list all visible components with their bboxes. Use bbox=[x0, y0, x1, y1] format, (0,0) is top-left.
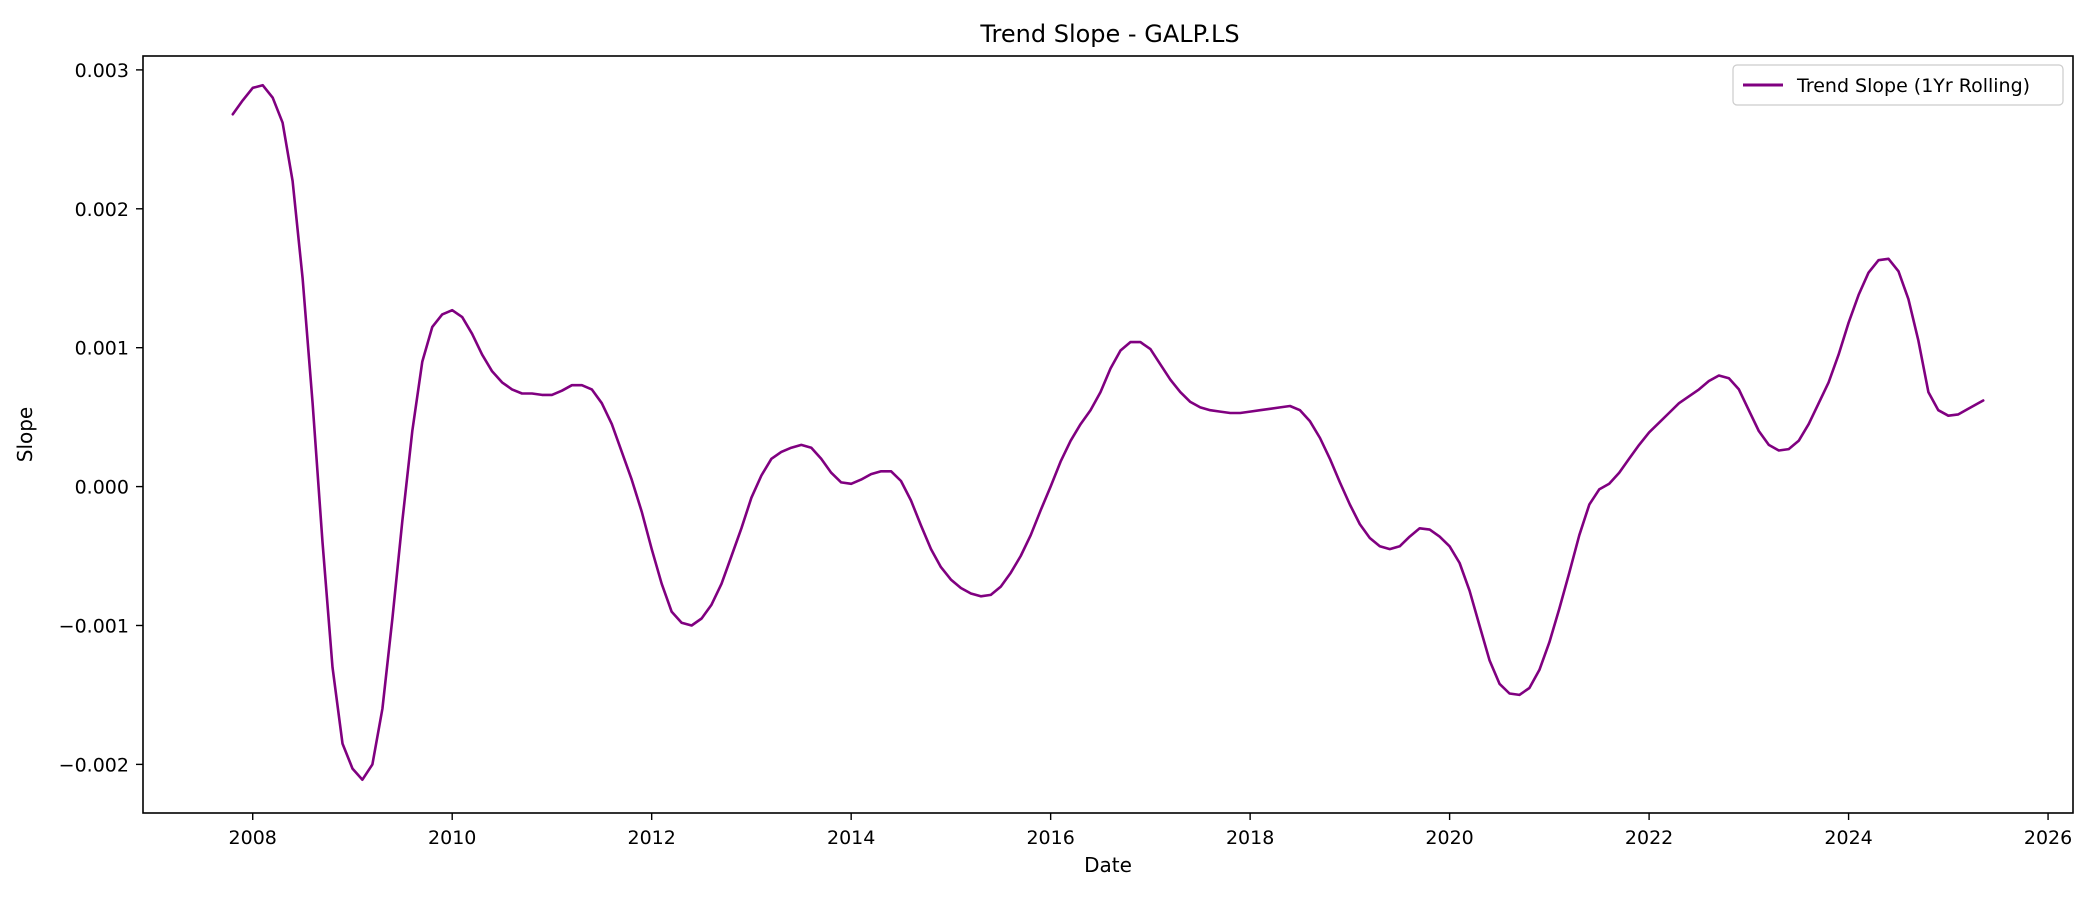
y-tick-label: 0.003 bbox=[75, 60, 129, 82]
x-tick-label: 2024 bbox=[1824, 827, 1872, 849]
x-tick-label: 2026 bbox=[2024, 827, 2072, 849]
x-tick-label: 2010 bbox=[428, 827, 476, 849]
y-tick-label: −0.001 bbox=[59, 615, 129, 637]
y-tick-label: −0.002 bbox=[59, 754, 129, 776]
y-tick-label: 0.002 bbox=[75, 199, 129, 221]
x-tick-label: 2016 bbox=[1026, 827, 1074, 849]
x-tick-label: 2022 bbox=[1625, 827, 1673, 849]
plot-area bbox=[142, 55, 2074, 814]
y-axis: −0.002 −0.001 0.000 0.001 0.002 0.003 bbox=[59, 60, 143, 776]
y-tick-label: 0.000 bbox=[75, 477, 129, 499]
legend-label: Trend Slope (1Yr Rolling) bbox=[1796, 75, 2030, 97]
x-axis: 2008 2010 2012 2014 2016 2018 2020 2022 2024 2026 bbox=[229, 813, 2072, 849]
x-tick-label: 2012 bbox=[628, 827, 676, 849]
y-tick-label: 0.001 bbox=[75, 338, 129, 360]
x-tick-label: 2008 bbox=[229, 827, 277, 849]
series-line bbox=[231, 83, 1985, 781]
chart-title: Trend Slope - GALP.LS bbox=[979, 20, 1239, 48]
x-tick-label: 2020 bbox=[1425, 827, 1473, 849]
x-tick-label: 2018 bbox=[1226, 827, 1274, 849]
x-tick-label: 2014 bbox=[827, 827, 875, 849]
legend-box bbox=[1732, 64, 2064, 106]
x-axis-label: Date bbox=[1084, 853, 1132, 877]
legend: Trend Slope (1Yr Rolling) bbox=[1732, 64, 2064, 106]
series-layer bbox=[231, 83, 1985, 781]
y-axis-label: Slope bbox=[13, 407, 37, 463]
